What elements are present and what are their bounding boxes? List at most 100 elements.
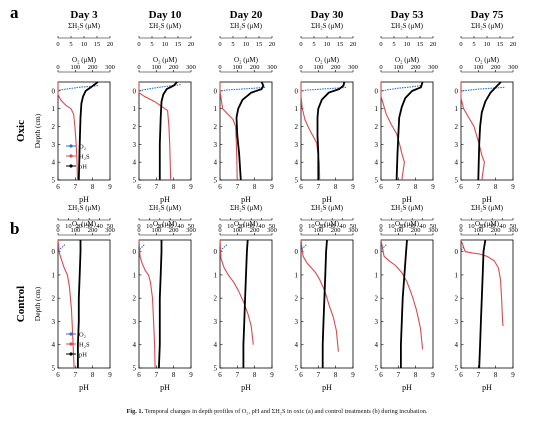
ph-tick-label: 8 (91, 183, 95, 191)
depth-tick-label: 4 (295, 159, 299, 167)
o2-axis-label: O₂ (μM) (234, 56, 259, 64)
legend-marker (69, 352, 73, 356)
ph-tick-label: 6 (299, 183, 303, 191)
h2s-axis-label: ΣH₂S (μM) (471, 22, 504, 30)
h2s-series-line (460, 82, 485, 181)
legend-label: O₂ (79, 144, 86, 151)
o2-tick-label: 300 (267, 227, 277, 234)
h2s-tick-label: 20 (510, 41, 517, 48)
h2s-tick-label: 0 (56, 41, 59, 48)
depth-tick-label: 4 (214, 341, 218, 349)
h2s-tick-label: 20 (479, 223, 486, 230)
ph-tick-label: 8 (253, 183, 257, 191)
h2s-tick-label: 15 (497, 41, 504, 48)
ph-axis-label: pH (402, 195, 412, 204)
o2-axis-label: O₂ (μM) (475, 56, 500, 64)
depth-tick-label: 2 (214, 123, 218, 131)
h2s-tick-label: 0 (137, 41, 140, 48)
h2s-tick-label: 0 (56, 223, 59, 230)
ph-tick-label: 9 (270, 371, 274, 379)
ph-tick-label: 9 (431, 371, 435, 379)
h2s-tick-label: 15 (417, 41, 424, 48)
ph-axis-label: pH (79, 195, 89, 204)
o2-tick-label: 100 (313, 227, 323, 234)
legend-marker (69, 332, 73, 336)
plot-frame (380, 81, 434, 181)
o2-axis-label: O₂ (μM) (395, 56, 420, 64)
legend-marker (69, 164, 73, 168)
h2s-tick-label: 50 (510, 223, 517, 230)
o2-axis-label: O₂ (μM) (315, 56, 340, 64)
h2s-series-line (460, 239, 504, 327)
o2-tick-label: 0 (137, 227, 140, 234)
panel-b-3: ΣH₂S (μM) 0 10 20 30 40 50 O₂ (μM) 0 100 200 300 0 1 2… (295, 204, 358, 392)
plot-frame (219, 239, 273, 369)
o2-tick-label: 0 (56, 227, 59, 234)
depth-tick-label: 2 (375, 123, 379, 131)
ph-axis-label: pH (322, 195, 332, 204)
o2-tick-label: 200 (411, 227, 421, 234)
depth-tick-label: 4 (52, 159, 56, 167)
ph-series-line (321, 239, 328, 368)
depth-axis-label: Depth (cm) (33, 113, 42, 148)
ph-tick-label: 8 (172, 371, 176, 379)
day-title: Day 53 (391, 9, 424, 21)
depth-tick-label: 3 (295, 141, 299, 149)
o2-series-line (138, 244, 145, 252)
o2-tick-label: 200 (169, 227, 179, 234)
legend-label: H₂S (79, 342, 90, 349)
caption-label: Fig. 1. (126, 408, 144, 415)
o2-tick-label: 200 (411, 64, 421, 71)
ph-tick-label: 7 (477, 371, 481, 379)
o2-tick-label: 100 (393, 227, 403, 234)
depth-tick-label: 3 (455, 141, 459, 149)
o2-axis-label: O₂ (μM) (234, 220, 259, 228)
depth-tick-label: 3 (375, 318, 379, 326)
depth-tick-label: 1 (455, 271, 459, 279)
depth-tick-label: 2 (455, 295, 459, 303)
h2s-series-line (219, 239, 254, 345)
o2-tick-label: 300 (105, 64, 115, 71)
h2s-series-line (138, 82, 172, 181)
o2-series-line (219, 86, 266, 92)
o2-axis-label: O₂ (μM) (395, 220, 420, 228)
day-title: Day 20 (230, 9, 263, 21)
o2-tick-label: 200 (88, 64, 98, 71)
o2-series-line (460, 86, 505, 92)
h2s-tick-label: 0 (379, 41, 382, 48)
depth-tick-label: 0 (375, 248, 379, 256)
h2s-series-line (380, 82, 405, 181)
o2-tick-label: 0 (299, 227, 302, 234)
h2s-tick-label: 0 (299, 223, 302, 230)
depth-tick-label: 0 (133, 87, 137, 95)
h2s-tick-label: 5 (150, 41, 153, 48)
h2s-tick-label: 15 (175, 41, 182, 48)
o2-tick-label: 0 (218, 64, 221, 71)
panel-b-0: ΣH₂S (μM) 0 10 20 30 40 50 O₂ (μM) 0 100 200 300 0 1 2… (52, 204, 115, 392)
o2-tick-label: 100 (232, 64, 242, 71)
ph-tick-label: 6 (459, 371, 463, 379)
h2s-tick-label: 10 (324, 41, 331, 48)
o2-tick-label: 300 (428, 227, 438, 234)
h2s-axis-label: ΣH₂S (μM) (68, 204, 101, 212)
ph-tick-label: 9 (351, 183, 355, 191)
depth-tick-label: 3 (133, 318, 137, 326)
h2s-tick-label: 20 (157, 223, 164, 230)
ph-tick-label: 9 (511, 371, 515, 379)
plot-frame (380, 239, 434, 369)
h2s-tick-label: 20 (107, 41, 114, 48)
h2s-axis-label: ΣH₂S (μM) (68, 22, 101, 30)
ph-series-line (478, 239, 487, 369)
h2s-tick-label: 40 (339, 223, 346, 230)
ph-tick-label: 8 (253, 371, 257, 379)
depth-tick-label: 5 (133, 177, 137, 185)
ph-tick-label: 8 (172, 183, 176, 191)
depth-tick-label: 1 (295, 271, 299, 279)
ph-tick-label: 7 (397, 371, 401, 379)
ph-tick-label: 9 (108, 371, 112, 379)
depth-tick-label: 5 (455, 365, 459, 373)
